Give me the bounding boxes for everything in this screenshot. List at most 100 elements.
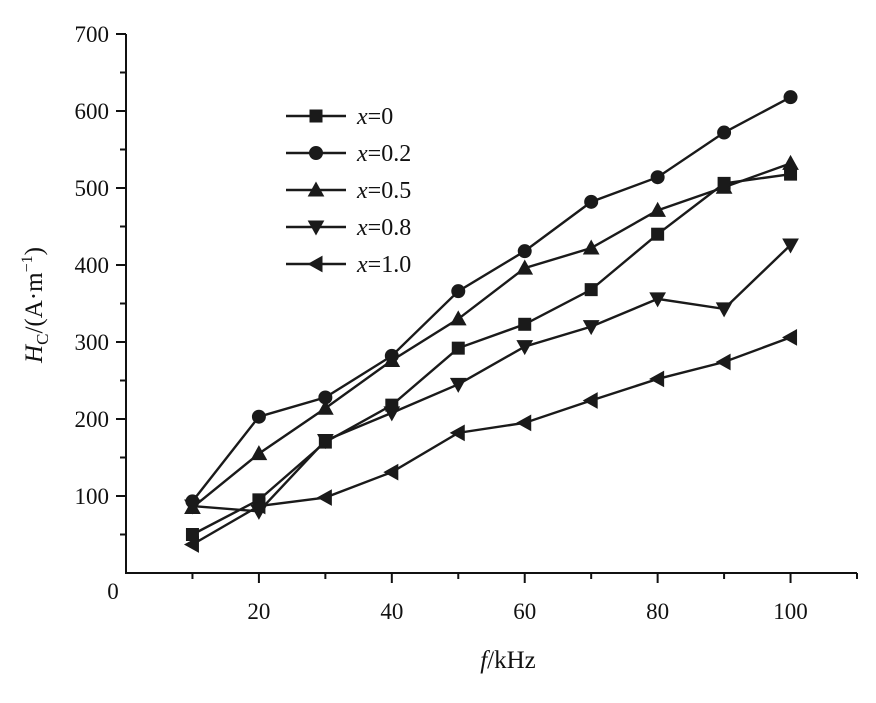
legend-entry-2: x=0.5 bbox=[286, 178, 411, 204]
legend-eq: =0 bbox=[368, 104, 394, 130]
legend-label: x=1.0 bbox=[356, 252, 411, 278]
legend-var: x bbox=[356, 141, 368, 167]
data-point bbox=[715, 353, 731, 371]
y-axis-sub: C bbox=[33, 334, 52, 345]
series-2 bbox=[184, 154, 799, 515]
series-group bbox=[183, 90, 799, 553]
legend-var: x bbox=[356, 178, 368, 204]
y-axis-title: HC/(A·m−1) bbox=[19, 247, 52, 364]
y-tick-label: 600 bbox=[75, 99, 110, 124]
data-point bbox=[651, 227, 665, 241]
legend-eq: =0.5 bbox=[368, 178, 412, 204]
data-point bbox=[250, 497, 266, 515]
data-point bbox=[317, 434, 334, 450]
data-point bbox=[782, 329, 798, 346]
x-tick-label: 80 bbox=[646, 599, 669, 624]
legend-label: x=0.5 bbox=[356, 178, 411, 204]
y-tick-label: 700 bbox=[75, 22, 110, 47]
legend-var: x bbox=[356, 252, 368, 278]
data-point bbox=[649, 201, 666, 217]
legend-entry-4: x=1.0 bbox=[286, 252, 411, 278]
legend: x=0x=0.2x=0.5x=0.8x=1.0 bbox=[286, 104, 411, 278]
data-point bbox=[183, 536, 199, 553]
data-point bbox=[582, 392, 598, 409]
data-point bbox=[649, 292, 666, 308]
data-point bbox=[449, 310, 467, 326]
series-4 bbox=[183, 329, 798, 553]
data-point bbox=[782, 154, 799, 170]
data-point bbox=[516, 340, 534, 356]
legend-eq: =1.0 bbox=[368, 252, 412, 278]
y-tick-label: 400 bbox=[75, 253, 110, 278]
origin-label: 0 bbox=[107, 579, 119, 604]
data-point bbox=[582, 239, 600, 255]
legend-label: x=0.2 bbox=[356, 141, 411, 167]
data-point bbox=[717, 125, 732, 140]
data-point bbox=[584, 283, 598, 297]
x-axis-unit: /kHz bbox=[487, 647, 536, 674]
data-point bbox=[783, 90, 798, 105]
y-tick-label: 200 bbox=[75, 407, 110, 432]
legend-eq: =0.8 bbox=[368, 215, 412, 241]
data-point bbox=[649, 370, 665, 388]
x-tick-label: 40 bbox=[380, 599, 403, 624]
series-line bbox=[191, 336, 791, 546]
legend-entry-3: x=0.8 bbox=[286, 215, 411, 241]
data-point bbox=[516, 414, 532, 432]
data-point bbox=[650, 170, 665, 185]
legend-marker bbox=[309, 146, 323, 160]
y-axis-var: H bbox=[21, 343, 48, 364]
data-point bbox=[250, 445, 268, 461]
legend-marker bbox=[307, 181, 325, 197]
axis-frame bbox=[125, 34, 857, 574]
data-point bbox=[383, 463, 399, 481]
legend-entry-1: x=0.2 bbox=[286, 141, 411, 167]
data-point bbox=[715, 302, 733, 318]
legend-eq: =0.2 bbox=[368, 141, 412, 167]
data-point bbox=[449, 424, 465, 442]
legend-var: x bbox=[356, 215, 368, 241]
data-point bbox=[184, 499, 201, 515]
data-point bbox=[782, 238, 799, 254]
legend-var: x bbox=[356, 104, 368, 130]
series-line bbox=[192, 244, 792, 513]
data-point bbox=[516, 259, 534, 275]
data-point bbox=[383, 351, 401, 367]
y-tick-label: 300 bbox=[75, 330, 110, 355]
data-point bbox=[317, 399, 334, 415]
series-3 bbox=[184, 238, 799, 520]
legend-marker bbox=[307, 255, 323, 273]
data-point bbox=[316, 489, 332, 506]
y-axis-exp: −1 bbox=[19, 255, 36, 272]
series-line bbox=[191, 172, 791, 536]
x-tick-label: 60 bbox=[513, 599, 536, 624]
x-tick-label: 100 bbox=[773, 599, 808, 624]
y-tick-label: 500 bbox=[75, 176, 110, 201]
series-line bbox=[191, 162, 791, 509]
x-axis-var: f bbox=[480, 647, 490, 674]
series-0 bbox=[185, 167, 798, 541]
y-tick-label: 100 bbox=[75, 484, 110, 509]
x-tick-label: 20 bbox=[247, 599, 270, 624]
data-point bbox=[518, 317, 532, 331]
data-point bbox=[584, 194, 599, 209]
data-point bbox=[451, 284, 466, 299]
series-1 bbox=[185, 90, 798, 509]
data-point bbox=[449, 377, 467, 393]
x-axis-title: f/kHz bbox=[480, 647, 536, 674]
data-point bbox=[251, 409, 266, 424]
axes: 20 40 60 80 100 100 200 300 400 500 600 700 bbox=[75, 22, 858, 624]
legend-marker bbox=[307, 220, 325, 236]
y-axis-close: ) bbox=[21, 247, 48, 255]
series-line bbox=[191, 96, 792, 503]
data-point bbox=[582, 320, 600, 336]
data-point bbox=[517, 244, 532, 259]
legend-entry-0: x=0 bbox=[286, 104, 393, 130]
legend-label: x=0.8 bbox=[356, 215, 411, 241]
data-point bbox=[451, 341, 465, 355]
y-axis-unit: /(A·m bbox=[21, 272, 48, 334]
data-point bbox=[383, 406, 401, 422]
legend-marker bbox=[309, 109, 323, 123]
data-point bbox=[715, 178, 733, 194]
